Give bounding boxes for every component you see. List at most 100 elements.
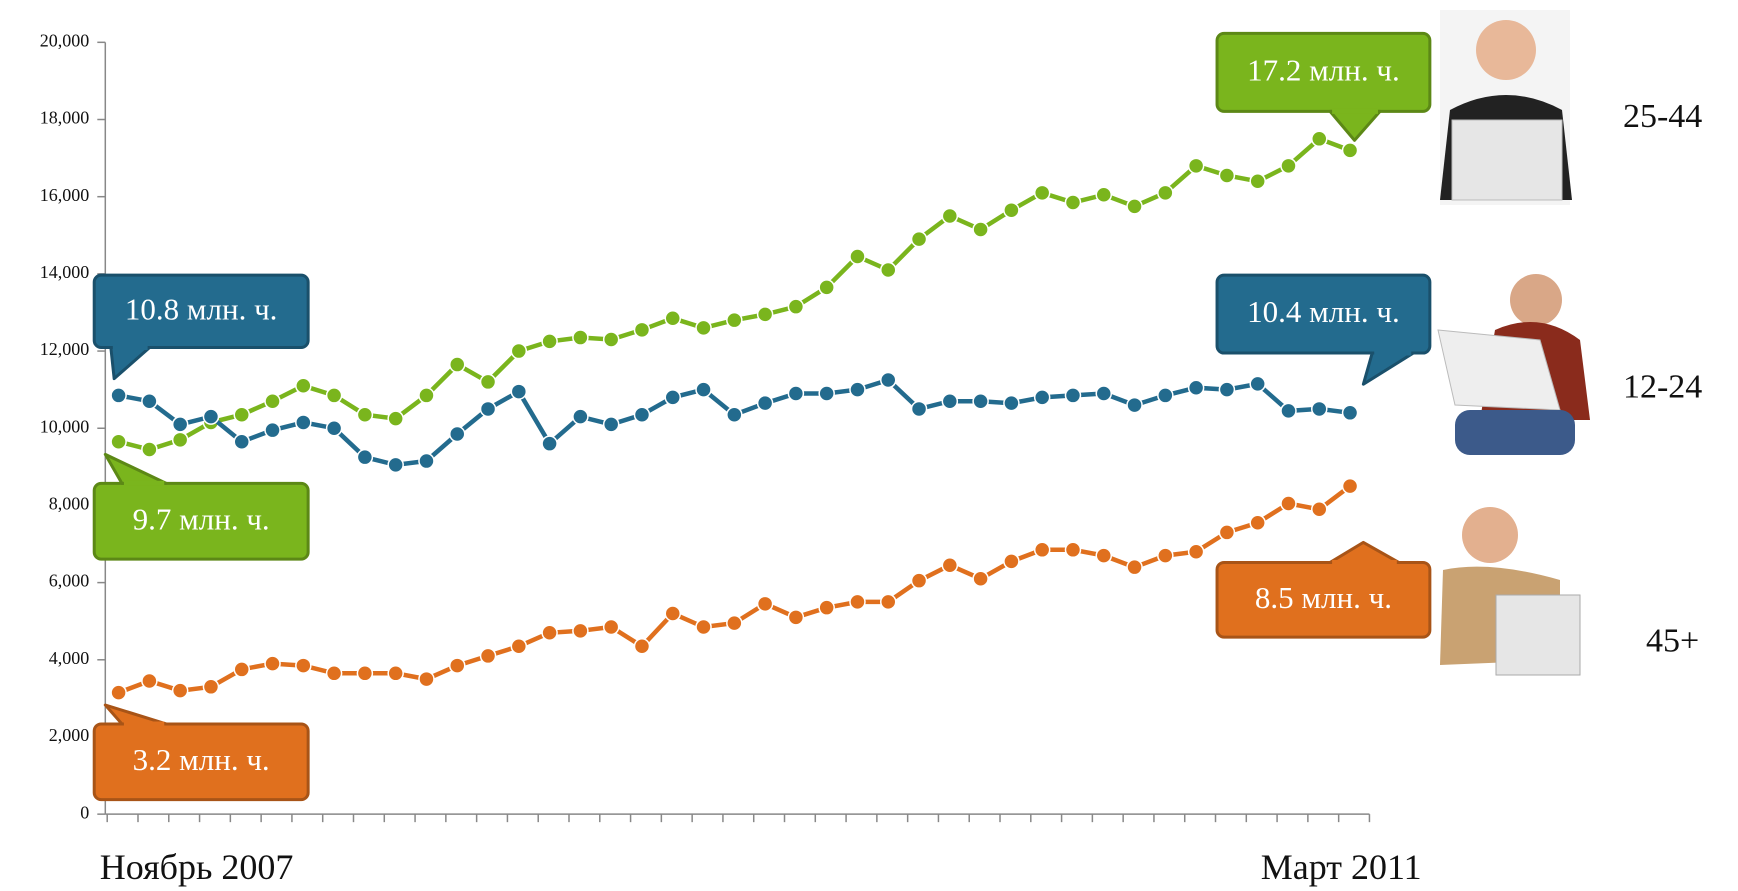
data-point [1064,387,1082,404]
data-point [726,614,743,632]
y-tick-label: 16,000 [40,185,90,205]
data-point [1095,547,1113,564]
data-point [1126,198,1143,215]
data-point [972,221,989,238]
y-tick-label: 18,000 [40,108,90,128]
data-point [572,408,589,425]
data-point [1249,173,1266,190]
x-tick-label: Март 2011 [1261,847,1422,887]
data-point [1218,167,1236,184]
callout-box [92,481,310,561]
data-point [695,618,712,636]
data-point [264,392,281,410]
data-point [110,433,127,450]
data-point [818,385,835,402]
data-point [849,248,866,265]
legend-label: 25-44 [1623,98,1702,135]
data-point [756,394,774,412]
callout: 8.5 млн. ч. [1215,540,1432,639]
data-point [171,416,189,433]
data-point [1157,547,1174,564]
data-point [541,333,558,350]
data-point [295,377,312,395]
callout-label: 8.5 млн. ч. [1255,580,1392,615]
data-point [910,400,928,418]
data-point [726,311,743,329]
data-point [325,419,343,437]
data-point [880,261,897,279]
callout: 10.4 млн. ч. [1215,273,1432,386]
data-point [1341,477,1359,495]
data-point [141,392,158,410]
legend-label: 45+ [1646,623,1699,660]
callout-pointer [1361,351,1415,386]
data-point [880,371,897,389]
data-point [449,657,466,674]
data-point [295,414,312,431]
data-point [602,416,620,433]
data-point [264,655,281,672]
laptop [1495,594,1581,676]
data-point [541,435,558,452]
data-point [818,279,835,296]
callout-pointer [103,452,168,485]
y-tick-label: 14,000 [40,262,90,282]
callout-box [1215,560,1432,639]
data-point [1187,379,1205,396]
data-point [1033,541,1051,559]
data-point [818,599,835,616]
data-point [1249,375,1266,393]
data-point [1157,387,1174,404]
data-point [941,556,959,574]
photo-adult [1440,10,1572,205]
data-point [110,684,127,701]
data-point [325,387,343,404]
callout-box [1215,273,1432,355]
y-tick-label: 10,000 [40,416,90,436]
series [110,477,1359,701]
series [110,371,1359,474]
data-point [325,665,343,682]
data-point [510,383,528,400]
y-tick-label: 6,000 [49,571,90,591]
jeans [1455,410,1575,455]
head [1462,507,1518,563]
y-tick-label: 2,000 [49,725,90,745]
data-point [233,433,250,450]
data-point [1003,394,1020,412]
data-point [787,298,805,315]
data-point [1003,553,1020,570]
data-point [541,624,558,642]
data-point [787,385,805,402]
data-point [1280,495,1297,512]
data-point [1218,524,1236,541]
data-point [1064,194,1082,211]
callout-label: 10.8 млн. ч. [125,291,278,326]
data-point [664,389,682,406]
callout-pointer [103,703,168,726]
data-point [141,672,158,690]
data-point [572,622,589,640]
data-point [356,448,374,466]
callout-box [92,273,310,349]
data-point [1249,514,1266,532]
y-tick-label: 8,000 [49,494,90,514]
data-point [602,618,620,636]
callout-label: 10.4 млн. ч. [1247,294,1400,329]
data-point [264,421,281,439]
callout: 10.8 млн. ч. [92,273,310,381]
data-point [1280,157,1297,175]
data-point [233,406,250,423]
data-point [1157,184,1174,202]
callout-label: 17.2 млн. ч. [1247,53,1400,88]
data-point [1095,385,1113,402]
data-point [941,207,959,225]
data-point [1126,396,1143,414]
series [110,130,1359,458]
data-point [1341,142,1359,159]
y-tick-label: 0 [80,802,89,822]
data-point [418,452,435,470]
callout-label: 3.2 млн. ч. [133,742,270,777]
data-point [202,408,220,425]
